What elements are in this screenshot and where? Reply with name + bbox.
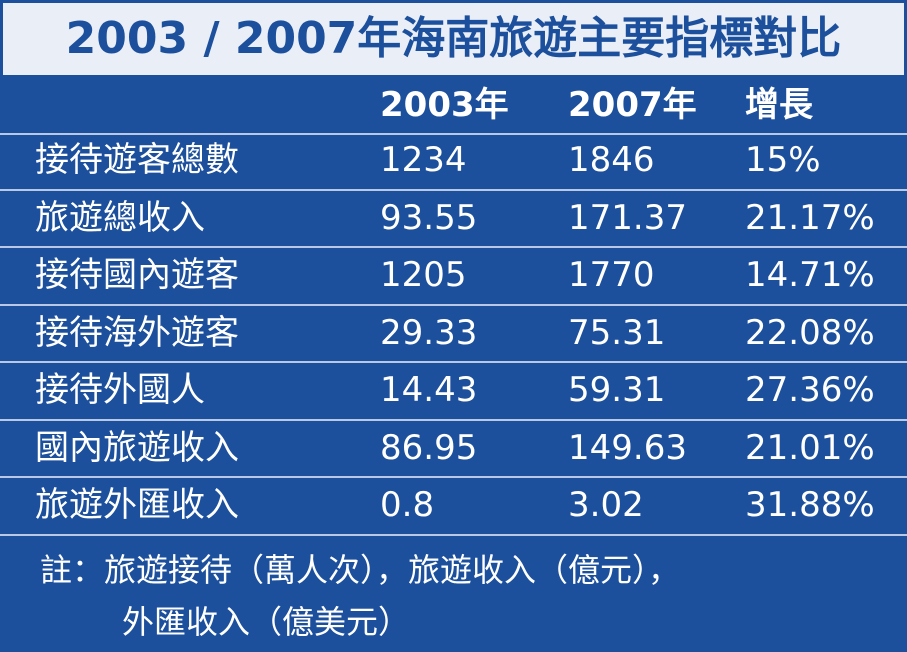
table-cell: 27.36% xyxy=(745,370,875,410)
title: 2003 / 2007年海南旅遊主要指標對比 xyxy=(0,0,907,78)
row-label: 接待遊客總數 xyxy=(35,140,239,180)
header-cell: 2003年 xyxy=(380,85,509,125)
table-row: 接待外國人 14.43 59.31 27.36% xyxy=(0,363,907,421)
note-line: 外匯收入（億美元） xyxy=(122,603,411,641)
table-cell: 15% xyxy=(745,140,821,180)
table-row: 接待遊客總數 1234 1846 15% xyxy=(0,133,907,191)
table-cell: 149.63 xyxy=(568,427,687,468)
table-cell: 75.31 xyxy=(568,312,666,353)
table-cell: 0.8 xyxy=(380,485,435,525)
row-label: 國內旅遊收入 xyxy=(35,427,239,468)
table-cell: 14.43 xyxy=(380,370,478,410)
table-cell: 59.31 xyxy=(568,370,666,410)
row-label: 旅遊外匯收入 xyxy=(35,485,239,525)
header-cell: 增長 xyxy=(745,85,813,125)
table-cell: 21.17% xyxy=(745,197,875,238)
row-label: 接待海外遊客 xyxy=(35,312,239,353)
table-cell: 171.37 xyxy=(568,197,687,238)
table-cell: 22.08% xyxy=(745,312,875,353)
table-cell: 21.01% xyxy=(745,427,875,468)
row-label: 接待國內遊客 xyxy=(35,255,239,295)
table-row: 接待國內遊客 1205 1770 14.71% xyxy=(0,248,907,306)
table-row: 旅遊總收入 93.55 171.37 21.17% xyxy=(0,191,907,248)
header-cell: 2007年 xyxy=(568,85,697,125)
table-cell: 1770 xyxy=(568,255,655,295)
table-row: 旅遊外匯收入 0.8 3.02 31.88% xyxy=(0,478,907,536)
table-cell: 1234 xyxy=(380,140,467,180)
row-label: 接待外國人 xyxy=(35,370,205,410)
row-label: 旅遊總收入 xyxy=(35,197,205,238)
table-cell: 14.71% xyxy=(745,255,875,295)
header-row: 2003年 2007年 增長 xyxy=(0,78,907,135)
table-row: 接待海外遊客 29.33 75.31 22.08% xyxy=(0,306,907,363)
table-cell: 31.88% xyxy=(745,485,875,525)
note-line: 註：旅遊接待（萬人次），旅遊收入（億元）， xyxy=(40,551,681,589)
table-row: 國內旅遊收入 86.95 149.63 21.01% xyxy=(0,421,907,478)
table-cell: 93.55 xyxy=(380,197,478,238)
table-cell: 86.95 xyxy=(380,427,478,468)
table-cell: 3.02 xyxy=(568,485,644,525)
table-cell: 29.33 xyxy=(380,312,478,353)
table-cell: 1205 xyxy=(380,255,467,295)
table-cell: 1846 xyxy=(568,140,655,180)
